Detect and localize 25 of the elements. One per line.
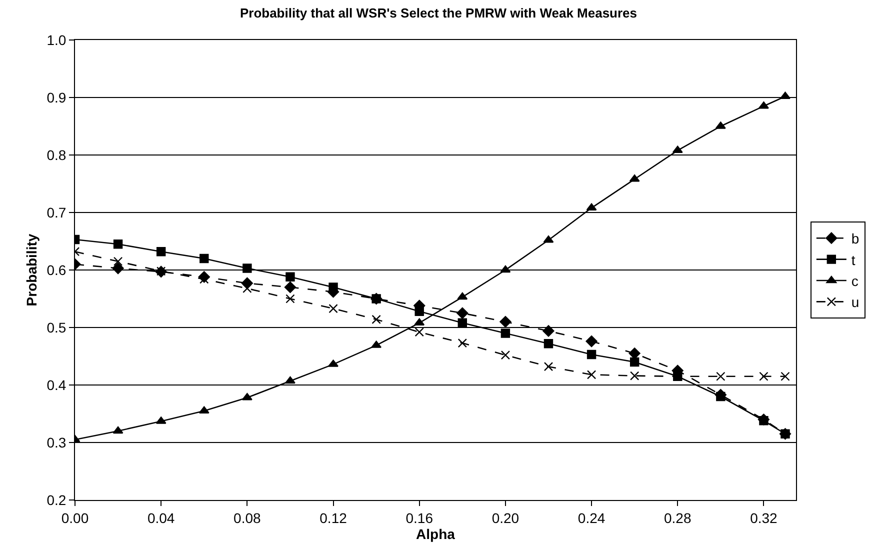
y-tick-label: 0.9 [46,89,66,106]
legend-label: t [851,252,856,268]
x-tick-label: 0.28 [664,510,692,526]
y-tick-label: 0.7 [46,204,66,220]
y-tick-label: 0.2 [46,492,66,508]
y-tick-label: 1.0 [46,32,66,48]
x-tick-label: 0.00 [61,510,89,526]
y-tick-label: 0.6 [46,262,66,278]
chart-title: Probability that all WSR's Select the PMRW with Weak Measures [240,5,638,20]
y-tick-label: 0.5 [46,319,66,336]
x-tick-label: 0.04 [147,510,175,526]
x-axis-title: Alpha [416,526,456,542]
legend-label: b [851,230,860,247]
y-tick-label: 0.3 [46,434,66,450]
legend-label: c [851,272,858,289]
x-tick-label: 0.16 [406,510,434,526]
x-tick-label: 0.20 [492,510,520,526]
y-tick-label: 0.4 [46,376,66,393]
x-tick-label: 0.12 [320,510,348,526]
y-axis-title: Probability [23,234,40,306]
x-tick-label: 0.08 [234,510,262,526]
y-tick-label: 0.8 [46,146,66,163]
legend-label: u [851,294,860,310]
x-tick-label: 0.32 [750,510,778,526]
x-tick-label: 0.24 [578,510,606,526]
